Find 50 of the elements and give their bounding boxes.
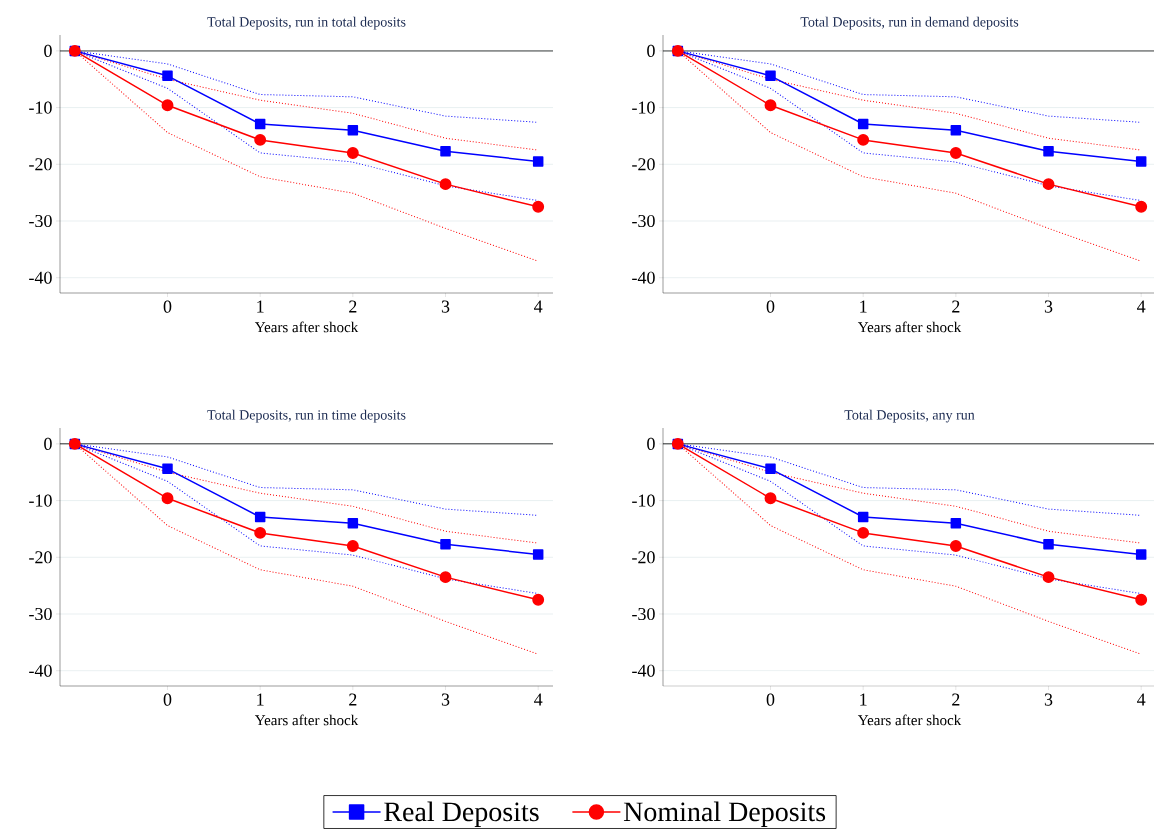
x-tick-label: 4 xyxy=(534,300,543,313)
y-tick-label: 0 xyxy=(647,44,655,57)
x-tick-label: 1 xyxy=(257,693,264,706)
y-tick-label: -40 xyxy=(29,271,52,284)
chart-title: Total Deposits, run in demand deposits xyxy=(800,16,1019,30)
x-tick-label: 0 xyxy=(163,300,172,313)
x-axis-title: Years after shock xyxy=(254,714,359,726)
x-axis-title: Years after shock xyxy=(857,321,962,333)
y-tick-label: -40 xyxy=(632,271,655,284)
x-tick-label: 3 xyxy=(1044,693,1053,706)
y-tick-label: -10 xyxy=(632,101,655,114)
x-tick-label: 2 xyxy=(952,300,960,313)
x-tick-label: 3 xyxy=(1044,300,1053,313)
x-tick-label: 1 xyxy=(860,300,867,313)
y-tick-label: -30 xyxy=(29,607,52,621)
x-tick-label: 4 xyxy=(1137,300,1146,313)
x-tick-label: 0 xyxy=(766,693,775,706)
chart-title: Total Deposits, run in time deposits xyxy=(207,409,406,423)
x-tick-label: 4 xyxy=(1137,693,1146,706)
y-tick-label: -30 xyxy=(632,607,655,621)
x-tick-label: 1 xyxy=(860,693,867,706)
x-tick-label: 3 xyxy=(441,693,450,706)
y-tick-label: -20 xyxy=(632,158,655,171)
x-axis-title: Years after shock xyxy=(254,321,359,333)
x-tick-label: 3 xyxy=(441,300,450,313)
legend-label: Nominal Deposits xyxy=(623,801,826,827)
y-tick-label: 0 xyxy=(647,437,655,450)
x-tick-label: 2 xyxy=(952,693,960,706)
x-tick-label: 0 xyxy=(163,693,172,706)
chart-title: Total Deposits, run in total deposits xyxy=(207,16,406,30)
y-tick-label: -30 xyxy=(632,214,655,228)
x-tick-label: 2 xyxy=(349,693,357,706)
y-tick-label: -30 xyxy=(29,214,52,228)
x-tick-label: 1 xyxy=(257,300,264,313)
x-axis-title: Years after shock xyxy=(857,714,962,726)
x-tick-label: 0 xyxy=(766,300,775,313)
y-tick-label: -20 xyxy=(632,551,655,564)
y-tick-label: -20 xyxy=(29,158,52,171)
legend-label: Real Deposits xyxy=(384,801,539,827)
y-tick-label: 0 xyxy=(44,437,52,450)
x-tick-label: 4 xyxy=(534,693,543,706)
y-tick-label: -10 xyxy=(29,101,52,114)
y-tick-label: -10 xyxy=(632,494,655,507)
chart-title: Total Deposits, any run xyxy=(844,409,975,423)
y-tick-label: -40 xyxy=(29,664,52,677)
y-tick-label: -20 xyxy=(29,551,52,564)
y-tick-label: -40 xyxy=(632,664,655,677)
y-tick-label: 0 xyxy=(44,44,52,57)
x-tick-label: 2 xyxy=(349,300,357,313)
y-tick-label: -10 xyxy=(29,494,52,507)
